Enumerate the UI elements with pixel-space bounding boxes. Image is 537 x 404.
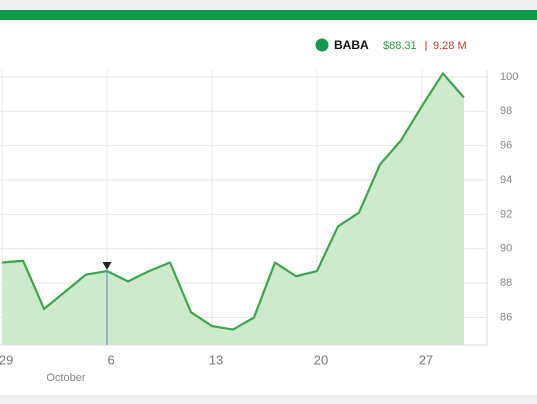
- y-tick-label: 100: [500, 71, 518, 83]
- y-tick-label: 92: [500, 208, 512, 220]
- x-tick-label: 27: [419, 352, 433, 367]
- y-tick-label: 88: [500, 277, 512, 289]
- legend-volume: 9.28 M: [433, 40, 467, 52]
- x-tick-label: 20: [314, 352, 328, 367]
- month-label: October: [46, 372, 85, 384]
- y-tick-label: 98: [500, 105, 512, 117]
- cursor-marker: [102, 262, 112, 270]
- top-bar: [0, 10, 537, 20]
- y-tick-label: 86: [500, 311, 512, 323]
- y-tick-label: 96: [500, 140, 512, 152]
- legend-price: $88.31: [383, 40, 417, 52]
- x-tick-label: 6: [107, 352, 114, 367]
- y-tick-label: 94: [500, 174, 512, 186]
- y-tick-label: 90: [500, 243, 512, 255]
- top-band: [0, 0, 537, 10]
- plot: 86 88 90 92 94 96 98 100 29 6 13 20 27: [0, 70, 518, 367]
- legend-dot: [315, 38, 329, 52]
- line: [2, 72, 465, 331]
- legend-name: BABA: [334, 38, 369, 52]
- x-tick-label: 13: [209, 352, 223, 367]
- bottom-band: [0, 395, 537, 404]
- x-tick-label: 29: [0, 352, 13, 367]
